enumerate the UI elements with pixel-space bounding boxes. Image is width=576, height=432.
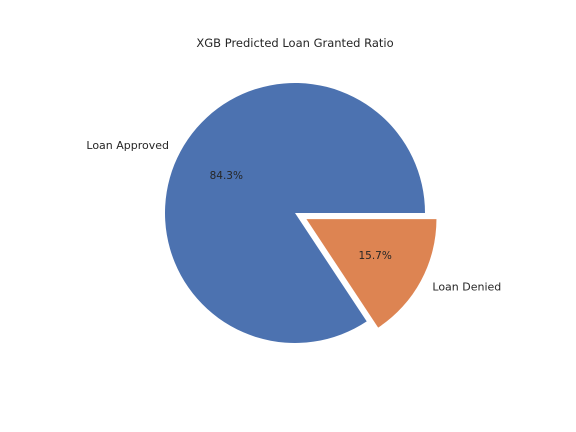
pie-percent-label: 84.3% [210,170,243,182]
pie-category-label: Loan Denied [432,280,501,293]
pie-category-label: Loan Approved [86,139,169,152]
pie-percent-label: 15.7% [358,250,391,262]
chart-title: XGB Predicted Loan Granted Ratio [196,36,393,50]
pie-slice-loan-denied [306,219,437,328]
pie-labels: 84.3% Loan Approved 15.7% Loan Denied [86,139,501,294]
pie-slices [165,83,437,343]
pie-slice-loan-approved [165,83,426,343]
